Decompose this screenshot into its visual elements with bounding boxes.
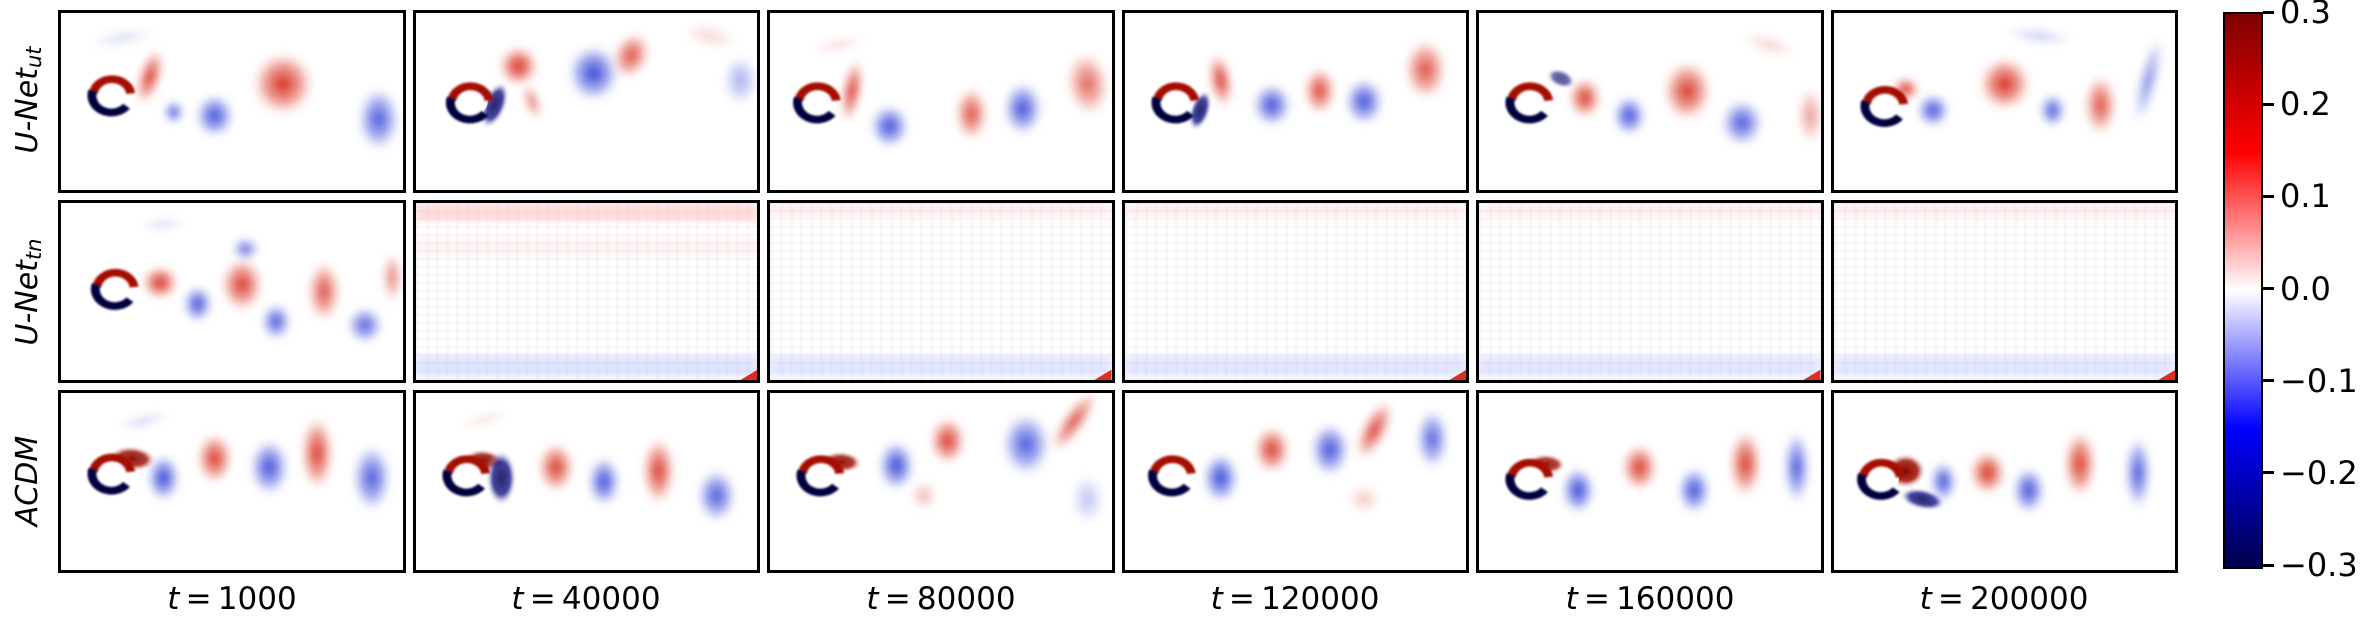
time-label-5: t = 160000	[1565, 581, 1735, 617]
field-panel-r0-c5	[1830, 10, 2178, 193]
vorticity-field-svg	[770, 203, 1112, 380]
colorbar-tick-mark	[2263, 194, 2274, 198]
vorticity-field-svg	[1505, 30, 1821, 150]
field-panel-r1-c3	[1121, 200, 1469, 383]
colorbar-tick-mark	[2263, 10, 2274, 14]
row-label-text: ACDM	[9, 435, 45, 527]
field-panel-r0-c4	[1476, 10, 1824, 193]
field-panel-r2-c4	[1476, 390, 1824, 573]
field-panel-r2-c0	[58, 390, 406, 573]
field-panel-r0-c2	[767, 10, 1115, 193]
row-label-text: U-Net	[9, 68, 45, 154]
field-panel-r0-c3	[1121, 10, 1469, 193]
vorticity-field-svg	[442, 408, 739, 526]
colorbar-tick-label: 0.0	[2280, 269, 2331, 308]
cylinder-glyph	[87, 75, 136, 117]
colorbar-tick-mark	[2263, 379, 2274, 383]
field-panel-r1-c5	[1830, 200, 2178, 383]
colorbar-tick-label: 0.1	[2280, 177, 2331, 216]
colorbar-tick-mark	[2263, 471, 2274, 475]
vorticity-field-svg	[1479, 203, 1821, 380]
field-panel-r2-c5	[1830, 390, 2178, 573]
time-label-1: t = 1000	[167, 581, 297, 617]
time-label-6: t = 200000	[1919, 581, 2089, 617]
cylinder-glyph	[1856, 458, 1905, 500]
vorticity-field-svg	[1856, 426, 2153, 517]
colorbar-tick-label: 0.2	[2280, 85, 2331, 124]
cylinder-glyph	[1147, 455, 1196, 497]
vorticity-field-svg	[85, 25, 403, 155]
colorbar-tick-mark	[2263, 563, 2274, 567]
time-label-2: t = 40000	[511, 581, 661, 617]
vorticity-field-svg	[1151, 36, 1449, 131]
cylinder-glyph	[796, 455, 845, 497]
time-label-3: t = 80000	[866, 581, 1016, 617]
cylinder-glyph	[1505, 82, 1554, 124]
row-label-text: U-Net	[9, 260, 45, 346]
vorticity-field-svg	[793, 33, 1112, 152]
cylinder-glyph	[1151, 82, 1199, 124]
time-label-4: t = 120000	[1210, 581, 1380, 617]
cylinder-glyph	[87, 453, 136, 495]
panel-grid	[58, 10, 2178, 573]
vorticity-field-svg	[1505, 426, 1812, 517]
cylinder-glyph	[1860, 86, 1908, 127]
field-panel-r2-c1	[412, 390, 760, 573]
vorticity-field-svg	[1147, 396, 1451, 516]
vorticity-field-svg	[87, 409, 394, 516]
cylinder-glyph	[442, 455, 490, 497]
vorticity-field-svg	[1833, 203, 2175, 380]
field-panel-r0-c1	[412, 10, 760, 193]
colorbar-tick-mark	[2263, 287, 2274, 290]
vorticity-field-svg	[796, 393, 1107, 528]
vorticity-field-svg	[1860, 24, 2165, 139]
row-label-subscript: ut	[22, 46, 46, 69]
cylinder-glyph	[90, 268, 139, 310]
colorbar-tick-label: −0.1	[2280, 361, 2358, 400]
colorbar-tick-label: −0.2	[2280, 453, 2358, 492]
colorbar	[2223, 12, 2263, 569]
colorbar-tick-mark	[2263, 102, 2274, 106]
field-panel-r1-c1	[412, 200, 760, 383]
cylinder-glyph	[445, 82, 493, 124]
vorticity-field-svg	[415, 203, 757, 380]
vorticity-field-svg	[90, 214, 403, 347]
vorticity-field-svg	[1124, 203, 1466, 380]
cylinder-glyph	[1505, 458, 1554, 500]
colorbar-tick-label: −0.3	[2280, 546, 2358, 584]
field-panel-r1-c2	[767, 200, 1115, 383]
field-panel-r2-c3	[1121, 390, 1469, 573]
colorbar-tick-label: 0.3	[2280, 0, 2331, 31]
field-panel-r0-c0	[58, 10, 406, 193]
row-label-subscript: tn	[22, 238, 46, 261]
field-panel-r1-c0	[58, 200, 406, 383]
cylinder-glyph	[793, 82, 841, 124]
field-panel-r2-c2	[767, 390, 1115, 573]
field-panel-r1-c4	[1476, 200, 1824, 383]
vorticity-field-svg	[445, 20, 757, 129]
